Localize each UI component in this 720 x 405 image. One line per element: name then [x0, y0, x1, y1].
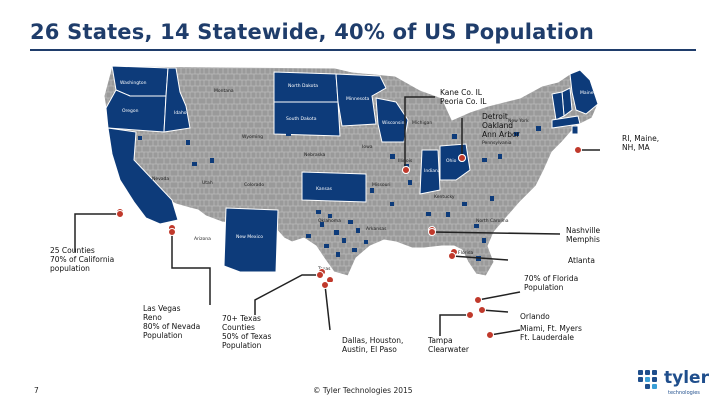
state-label: Ohio: [446, 158, 457, 164]
state-label: Pennsylvania: [482, 140, 512, 146]
callout-kane: Kane Co. IL Peoria Co. IL: [440, 88, 487, 106]
state-label: Illinois: [398, 158, 413, 164]
state-label: Oklahoma: [318, 218, 341, 224]
state-label: Florida: [458, 250, 474, 256]
state-idaho: [163, 67, 191, 133]
state-label: Michigan: [412, 120, 432, 126]
state-label: Utah: [202, 180, 213, 186]
state-label: Kentucky: [434, 194, 455, 200]
state-label: Idaho: [174, 110, 187, 116]
callout-texas: 70+ Texas Counties 50% of Texas Populati…: [222, 314, 272, 350]
marker-fl-tip: [474, 296, 482, 304]
marker-kane: [402, 166, 410, 174]
state-south-dakota: [273, 101, 341, 137]
marker-dallas-tip: [321, 281, 329, 289]
marker-nashville: [428, 226, 436, 234]
state-maine: [569, 69, 599, 115]
usa-landmass: [103, 65, 599, 277]
state-label: Maine: [580, 90, 594, 96]
state-new-mexico: [223, 207, 279, 273]
state-label: Washington: [120, 80, 147, 86]
logo-subtitle: technologies: [668, 390, 700, 396]
us-map: Washington Montana North Dakota Minnesot…: [103, 65, 599, 282]
leader-miami: [489, 329, 521, 336]
state-label: Minnesota: [346, 96, 369, 102]
state-label: California: [128, 226, 150, 232]
marker-detroit: [458, 154, 466, 162]
callout-detroit: Detroit Oakland Ann Arbor: [482, 112, 520, 139]
state-label: Missouri: [372, 182, 391, 188]
callout-northeast: RI, Maine, NH, MA: [622, 134, 660, 152]
callout-vegas: Las Vegas Reno 80% of Nevada Population: [143, 304, 201, 340]
client-states: [105, 65, 599, 273]
state-label: Nevada: [152, 176, 169, 182]
state-california: [107, 127, 179, 225]
marker-dallas: [326, 276, 334, 282]
leader-tampa: [439, 314, 470, 336]
marker-northeast: [574, 146, 582, 154]
marker-atlanta: [450, 248, 458, 256]
callout-dallas: Dallas, Houston, Austin, El Paso: [342, 336, 404, 354]
callout-orlando: Orlando: [520, 312, 550, 321]
state-rhode-island: [571, 125, 579, 135]
marker-california: [116, 208, 124, 216]
state-label: Montana: [214, 88, 234, 94]
state-label: Kansas: [316, 186, 333, 192]
copyright: © Tyler Technologies 2015: [313, 386, 413, 395]
state-label: Iowa: [362, 144, 373, 150]
tyler-logo: tyler technologies: [636, 366, 709, 398]
title-underline: [30, 49, 696, 51]
state-label: North Dakota: [288, 83, 318, 89]
state-wisconsin: [375, 97, 409, 143]
marker-miami-tip: [486, 331, 494, 339]
logo-wordmark: tyler: [664, 368, 709, 388]
state-kansas: [301, 171, 367, 203]
leader-dallas: [324, 284, 331, 331]
state-label: North Carolina: [476, 218, 509, 224]
state-label: Colorado: [244, 182, 264, 188]
state-label: Nebraska: [304, 152, 325, 158]
state-label: Indiana: [424, 168, 441, 174]
callout-tampa: Tampa Clearwater: [428, 336, 469, 354]
state-label: Oregon: [122, 108, 139, 114]
state-vermont: [551, 91, 565, 121]
state-label: Wisconsin: [382, 120, 405, 126]
state-label: New York: [508, 118, 529, 124]
page-number: 7: [34, 386, 39, 395]
callout-atlanta: Atlanta: [568, 256, 595, 265]
state-label: Arizona: [194, 236, 211, 242]
slide-title: 26 States, 14 Statewide, 40% of US Popul…: [30, 20, 594, 44]
state-label: Wyoming: [242, 134, 263, 140]
callout-miami: Miami, Ft. Myers Ft. Lauderdale: [520, 324, 582, 342]
leader-florida: [477, 291, 521, 301]
state-massachusetts: [551, 115, 581, 129]
tyler-logo-icon: [638, 370, 657, 389]
callout-florida: 70% of Florida Population: [524, 274, 579, 292]
marker-orlando-tip: [478, 306, 486, 314]
leader-orlando: [481, 309, 509, 313]
callout-nashville: Nashville Memphis: [566, 226, 601, 244]
marker-tampa-tip: [466, 311, 474, 319]
state-label: Arkansas: [366, 226, 387, 232]
callout-california: 25 Counties 70% of California population: [50, 246, 115, 273]
state-minnesota: [335, 73, 387, 127]
marker-texas: [318, 268, 326, 276]
state-label: South Dakota: [286, 116, 317, 122]
marker-vegas: [168, 224, 176, 232]
state-label: New Mexico: [236, 234, 263, 240]
